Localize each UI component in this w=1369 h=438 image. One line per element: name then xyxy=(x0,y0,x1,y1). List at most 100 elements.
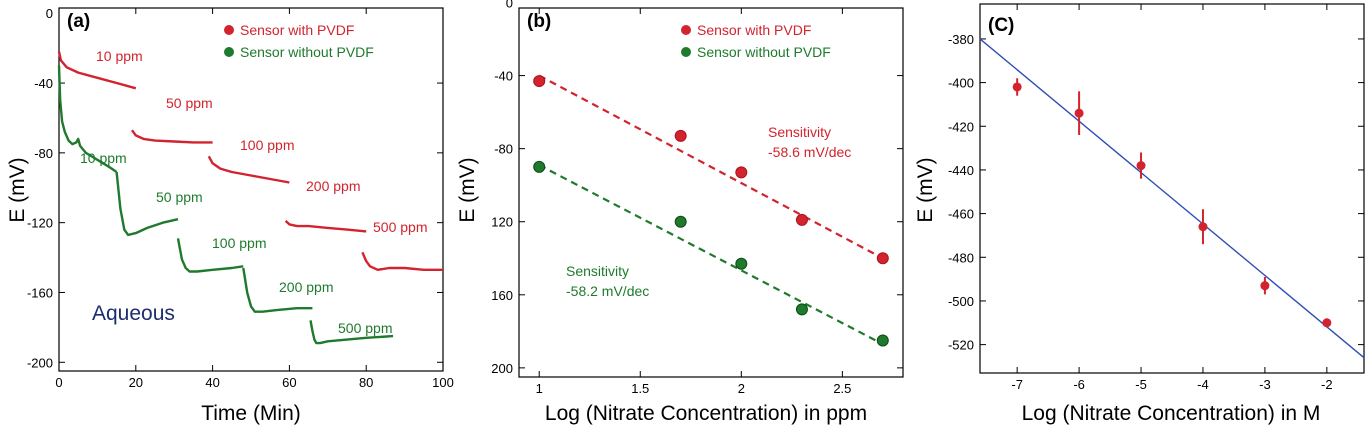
plot-frame-c xyxy=(979,3,1365,374)
x-axis-label-b: Log (Nitrate Concentration) in ppm xyxy=(545,402,867,425)
y-tick-label-b: -40 xyxy=(494,69,513,84)
green-trace-200ppm xyxy=(242,267,313,313)
legend-label-with-pvdf: Sensor with PVDF xyxy=(240,22,354,38)
data-point-c xyxy=(1198,222,1208,232)
green-label-50ppm: 50 ppm xyxy=(156,189,203,205)
y-tick-label-c: -520 xyxy=(948,338,974,353)
panel-b: 1 1.5 2 2.5 -40 -80 120 160 200 0 (b) Sensor with… xyxy=(456,0,904,425)
y-tick-label-b: 120 xyxy=(491,215,513,230)
legend-label-with-pvdf: Sensor with PVDF xyxy=(697,22,811,38)
green-point xyxy=(674,215,687,228)
green-label-200ppm: 200 ppm xyxy=(279,279,333,295)
sensitivity-green-line1: Sensitivity xyxy=(566,263,629,279)
legend-marker-with-pvdf xyxy=(681,25,691,35)
y-tick-label-c: -460 xyxy=(948,207,974,222)
y-tick-label-a: -40 xyxy=(34,76,53,91)
y-tick-label-c: -420 xyxy=(948,119,974,134)
sensitivity-green-line2: -58.2 mV/dec xyxy=(566,283,649,299)
red-label-50ppm: 50 ppm xyxy=(166,95,213,111)
data-point-c xyxy=(1260,281,1270,291)
plot-frame-b xyxy=(518,7,904,378)
red-point xyxy=(795,213,808,226)
x-tick-label-a: 0 xyxy=(55,375,62,390)
y-tick-label-a: 0 xyxy=(46,6,53,21)
data-point-c xyxy=(1012,82,1022,92)
data-point-c xyxy=(1136,161,1146,171)
x-tick-label-a: 20 xyxy=(129,375,143,390)
x-tick-label-c: -2 xyxy=(1321,377,1333,392)
green-trace-100ppm xyxy=(176,238,244,273)
red-point xyxy=(674,129,687,142)
red-trace-10ppm xyxy=(57,51,137,90)
y-tick-label-c: -380 xyxy=(948,32,974,47)
x-tick-label-c: -4 xyxy=(1197,377,1209,392)
y-tick-label-b: 200 xyxy=(491,361,513,376)
green-point xyxy=(735,257,748,270)
red-trace-500ppm xyxy=(361,251,443,271)
x-tick-label-b: 1.5 xyxy=(631,381,649,396)
x-tick-label-a: 60 xyxy=(282,375,296,390)
green-trace-500ppm xyxy=(309,320,394,345)
sensitivity-red-line1: Sensitivity xyxy=(768,124,831,140)
green-point xyxy=(533,160,546,173)
green-trace-50ppm xyxy=(115,171,179,237)
fit-line-c xyxy=(979,38,1365,359)
red-label-100ppm: 100 ppm xyxy=(240,137,294,153)
red-point xyxy=(735,166,748,179)
red-trace-50ppm xyxy=(131,129,213,144)
legend-marker-with-pvdf xyxy=(224,25,234,35)
aqueous-annotation: Aqueous xyxy=(92,302,175,325)
red-trace-200ppm xyxy=(284,220,367,233)
red-point xyxy=(533,75,546,88)
y-axis-label-a: E (mV) xyxy=(6,157,29,222)
x-tick-label-a: 80 xyxy=(359,375,373,390)
sensitivity-annotation-green: Sensitivity -58.2 mV/dec xyxy=(566,263,649,299)
x-tick-label-b: 2 xyxy=(738,381,745,396)
panel-label-a: (a) xyxy=(67,11,90,32)
green-point xyxy=(795,303,808,316)
segment-labels-green: 10 ppm 50 ppm 100 ppm 200 ppm 500 ppm xyxy=(80,150,392,336)
panel-c: -7 -6 -5 -4 -3 -2 -380 -400 -420 -440 -460 -480 -500… xyxy=(914,3,1365,425)
x-tick-label-c: -5 xyxy=(1135,377,1147,392)
y-tick-label-a: -160 xyxy=(27,285,53,300)
x-tick-label-c: -7 xyxy=(1011,377,1023,392)
x-tick-label-a: 40 xyxy=(205,375,219,390)
data-point-c xyxy=(1322,318,1332,328)
x-tick-label-b: 2.5 xyxy=(833,381,851,396)
plot-frame-a xyxy=(58,7,444,372)
legend-marker-without-pvdf xyxy=(224,47,234,57)
y-axis-label-c: E (mV) xyxy=(914,157,937,222)
green-label-100ppm: 100 ppm xyxy=(212,235,266,251)
y-tick-label-b: 160 xyxy=(491,288,513,303)
red-label-200ppm: 200 ppm xyxy=(306,178,360,194)
y-tick-label-a: -80 xyxy=(34,146,53,161)
red-label-500ppm: 500 ppm xyxy=(373,219,427,235)
y-tick-label-c: -480 xyxy=(948,250,974,265)
x-axis-label-c: Log (Nitrate Concentration) in M xyxy=(1022,402,1321,425)
green-trace-10ppm xyxy=(57,65,118,173)
red-fit-line xyxy=(538,74,884,260)
red-point xyxy=(876,252,889,265)
sensitivity-annotation-red: Sensitivity -58.6 mV/dec xyxy=(768,124,851,160)
panel-label-c: (C) xyxy=(988,15,1014,36)
legend-marker-without-pvdf xyxy=(681,47,691,57)
x-tick-label-b: 1 xyxy=(536,381,543,396)
x-axis-label-a: Time (Min) xyxy=(201,402,301,425)
green-label-500ppm: 500 ppm xyxy=(338,320,392,336)
y-tick-label-a: -200 xyxy=(27,355,53,370)
y-tick-label-a: -120 xyxy=(27,216,53,231)
y-axis-label-b: E (mV) xyxy=(456,157,479,222)
x-tick-label-a: 100 xyxy=(432,375,454,390)
x-tick-label-c: -3 xyxy=(1259,377,1271,392)
green-fit-line xyxy=(538,164,884,346)
panel-label-b: (b) xyxy=(527,11,551,32)
sensitivity-red-line2: -58.6 mV/dec xyxy=(768,144,851,160)
y-tick-label-b: -80 xyxy=(494,142,513,157)
green-point xyxy=(876,334,889,347)
legend-b: Sensor with PVDF Sensor without PVDF xyxy=(681,22,831,60)
y-tick-label-c: -440 xyxy=(948,163,974,178)
red-label-10ppm: 10 ppm xyxy=(96,48,143,64)
legend-label-without-pvdf: Sensor without PVDF xyxy=(697,44,831,60)
